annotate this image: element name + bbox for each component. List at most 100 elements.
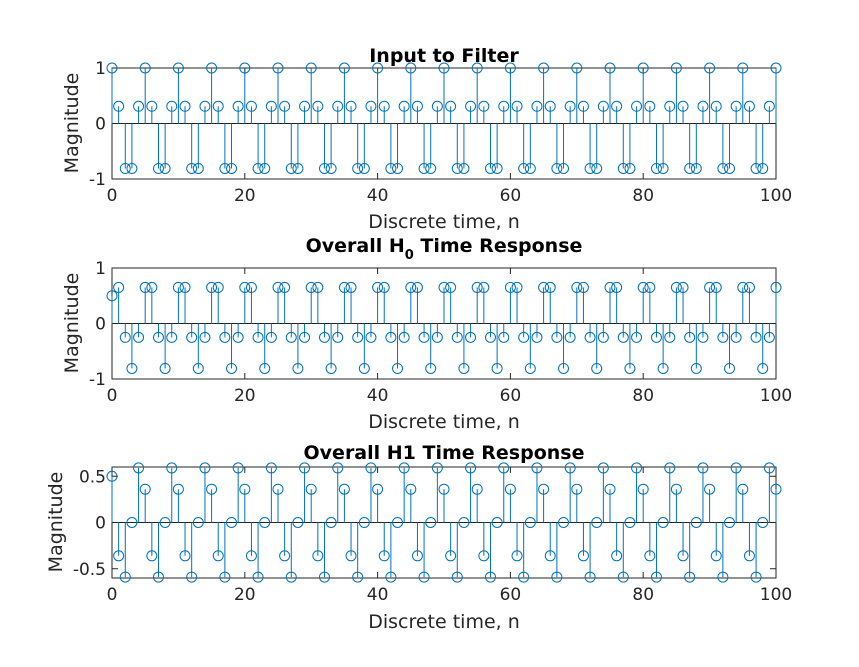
stem-marker bbox=[690, 362, 702, 374]
x-axis-label: Discrete time, n bbox=[368, 411, 520, 433]
stem-marker bbox=[670, 62, 682, 74]
stem-marker bbox=[392, 362, 404, 374]
stem-marker bbox=[378, 550, 390, 562]
chart-title-subscript: 0 bbox=[405, 248, 414, 263]
x-axis-label: Discrete time, n bbox=[368, 211, 520, 233]
y-tick-label: -0.5 bbox=[73, 560, 106, 580]
stem-marker bbox=[471, 281, 483, 293]
stem-marker bbox=[551, 331, 563, 343]
stem-marker bbox=[690, 517, 702, 528]
stem-marker bbox=[518, 162, 530, 174]
y-tick-label: 0 bbox=[95, 514, 106, 534]
stem-marker bbox=[172, 281, 184, 293]
stem-marker bbox=[172, 483, 184, 495]
stem-marker bbox=[226, 162, 238, 174]
stem-marker bbox=[763, 462, 775, 474]
x-tick-label: 20 bbox=[234, 386, 256, 406]
stem-marker bbox=[737, 62, 749, 74]
stem-marker bbox=[398, 462, 410, 474]
stem-marker bbox=[385, 571, 397, 583]
stem-marker bbox=[558, 362, 570, 374]
stem-marker bbox=[299, 100, 311, 112]
stem-marker bbox=[717, 571, 729, 583]
stem-marker bbox=[551, 162, 563, 174]
stem-marker bbox=[737, 281, 749, 293]
stem-marker bbox=[704, 483, 716, 495]
stem-marker bbox=[179, 550, 191, 562]
stem-marker bbox=[504, 483, 516, 495]
stem-marker bbox=[212, 100, 224, 112]
stem-marker bbox=[305, 281, 317, 293]
stem-marker bbox=[631, 100, 643, 112]
stem-marker bbox=[597, 331, 609, 343]
stem-marker bbox=[385, 331, 397, 343]
stem-marker bbox=[491, 517, 503, 528]
stem-marker bbox=[219, 571, 231, 583]
stem-marker bbox=[591, 362, 603, 374]
stem-marker bbox=[285, 571, 297, 583]
stem-marker bbox=[677, 281, 689, 293]
stem-marker bbox=[265, 331, 277, 343]
y-axis-label: Magnitude bbox=[45, 472, 67, 573]
stem-marker bbox=[458, 362, 470, 374]
stem-marker bbox=[219, 162, 231, 174]
stem-marker bbox=[206, 483, 218, 495]
stem-marker bbox=[511, 281, 523, 293]
stem-marker bbox=[604, 281, 616, 293]
stem-marker bbox=[451, 162, 463, 174]
stem-marker bbox=[770, 62, 782, 74]
stem-marker bbox=[677, 550, 689, 562]
stem-marker bbox=[206, 62, 218, 74]
y-axis-label: Magnitude bbox=[61, 273, 83, 374]
stem-marker bbox=[133, 331, 145, 343]
stem-marker bbox=[232, 331, 244, 343]
stem-marker bbox=[571, 281, 583, 293]
stem-marker bbox=[664, 100, 676, 112]
stem-marker bbox=[385, 162, 397, 174]
stem-marker bbox=[299, 331, 311, 343]
stem-marker bbox=[312, 281, 324, 293]
stem-marker bbox=[504, 62, 516, 74]
stem-marker bbox=[206, 281, 218, 293]
stem-marker bbox=[239, 62, 251, 74]
stem-marker bbox=[770, 483, 782, 495]
stem-marker bbox=[763, 100, 775, 112]
stem-marker bbox=[139, 62, 151, 74]
stem-plot-area: 0 20 40 60 80 100-101 bbox=[89, 259, 792, 406]
stem-marker bbox=[657, 517, 669, 528]
stem-marker bbox=[405, 281, 417, 293]
stem-marker bbox=[730, 331, 742, 343]
stem-marker bbox=[438, 483, 450, 495]
stem-marker bbox=[504, 281, 516, 293]
stem-marker bbox=[451, 331, 463, 343]
stem-marker bbox=[292, 162, 304, 174]
stem-marker bbox=[564, 331, 576, 343]
stem-marker bbox=[478, 550, 490, 562]
stem-marker bbox=[192, 162, 204, 174]
stem-marker bbox=[325, 362, 337, 374]
stem-marker bbox=[484, 571, 496, 583]
stem-marker bbox=[710, 100, 722, 112]
stem-marker bbox=[305, 62, 317, 74]
stem-marker bbox=[491, 362, 503, 374]
chart-title: Overall H1 Time Response bbox=[304, 442, 585, 464]
stem-marker bbox=[279, 550, 291, 562]
stem-marker bbox=[478, 281, 490, 293]
x-tick-label: 80 bbox=[632, 386, 654, 406]
stem-marker bbox=[531, 100, 543, 112]
stem-marker bbox=[392, 162, 404, 174]
chart-title: Input to Filter bbox=[369, 45, 519, 67]
stem-marker bbox=[611, 281, 623, 293]
stem-marker bbox=[584, 571, 596, 583]
stem-marker bbox=[438, 281, 450, 293]
stem-marker bbox=[597, 100, 609, 112]
stem-marker bbox=[445, 550, 457, 562]
stem-marker bbox=[299, 462, 311, 474]
stem-marker bbox=[159, 162, 171, 174]
stem-marker bbox=[226, 362, 238, 374]
stem-marker bbox=[498, 100, 510, 112]
stem-marker bbox=[624, 162, 636, 174]
stem-marker bbox=[279, 281, 291, 293]
stem-marker bbox=[113, 550, 125, 562]
stem-marker bbox=[544, 281, 556, 293]
